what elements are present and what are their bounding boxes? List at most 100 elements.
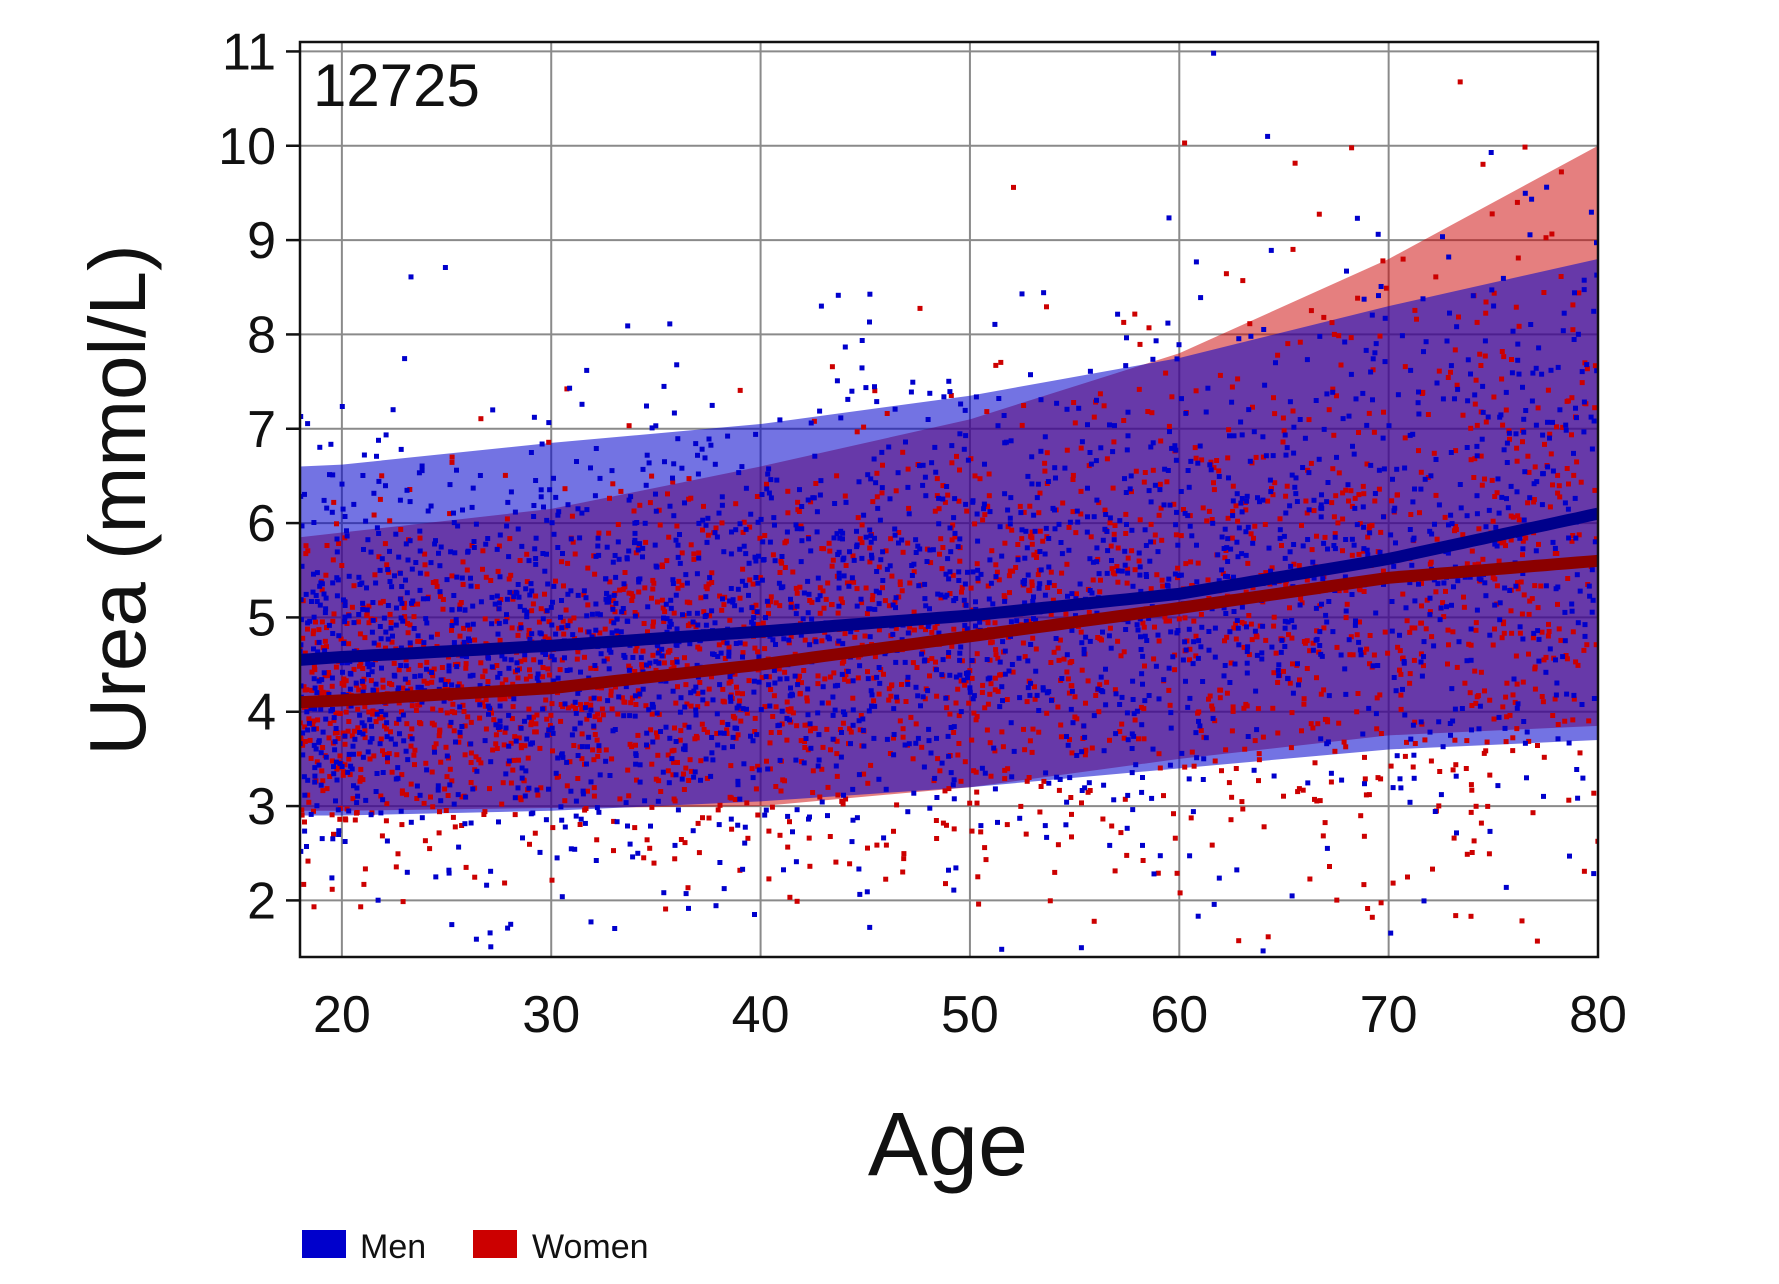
- women-data-point: [331, 831, 336, 837]
- women-data-point: [1429, 634, 1435, 640]
- men-data-point: [934, 795, 940, 800]
- women-data-point: [1472, 562, 1478, 568]
- women-data-point: [660, 605, 666, 611]
- women-data-point: [1151, 656, 1157, 662]
- women-data-point: [633, 550, 639, 556]
- women-data-point: [482, 668, 488, 674]
- men-data-point: [404, 487, 410, 493]
- men-data-point: [1255, 495, 1260, 501]
- women-data-point: [518, 797, 524, 803]
- women-data-point: [897, 579, 903, 585]
- women-data-point: [1228, 660, 1234, 666]
- men-data-point: [502, 656, 508, 662]
- women-data-point: [517, 558, 523, 563]
- women-data-point: [1034, 555, 1039, 560]
- women-data-point: [1563, 653, 1569, 658]
- women-data-point: [1569, 538, 1575, 544]
- women-data-point: [1483, 419, 1489, 425]
- women-data-point: [684, 599, 690, 605]
- men-data-point: [425, 596, 431, 602]
- women-data-point: [558, 718, 564, 724]
- men-data-point: [1436, 502, 1442, 508]
- men-data-point: [311, 571, 316, 577]
- men-data-point: [948, 770, 954, 776]
- women-data-point: [1290, 408, 1296, 414]
- men-data-point: [1368, 462, 1374, 468]
- women-data-point: [1007, 590, 1012, 596]
- men-data-point: [1193, 259, 1199, 265]
- women-data-point: [1230, 704, 1236, 710]
- women-data-point: [1253, 454, 1259, 460]
- men-data-point: [1165, 320, 1171, 326]
- women-data-point: [1151, 539, 1157, 545]
- men-data-point: [377, 624, 383, 629]
- men-data-point: [503, 619, 509, 625]
- men-data-point: [776, 722, 782, 728]
- women-data-point: [354, 810, 360, 815]
- women-data-point: [542, 634, 548, 640]
- men-data-point: [300, 642, 304, 648]
- women-data-point: [449, 454, 455, 460]
- women-data-point: [1364, 461, 1370, 467]
- men-data-point: [1399, 333, 1405, 339]
- women-data-point: [956, 498, 962, 504]
- women-data-point: [1083, 747, 1089, 753]
- men-data-point: [854, 542, 860, 548]
- women-data-point: [300, 733, 304, 739]
- women-data-point: [766, 602, 771, 608]
- men-data-point: [606, 666, 612, 672]
- men-data-point: [340, 669, 345, 675]
- men-data-point: [538, 631, 544, 637]
- men-data-point: [577, 720, 583, 726]
- women-data-point: [1078, 445, 1084, 451]
- women-data-point: [1340, 516, 1346, 522]
- women-data-point: [1183, 561, 1189, 567]
- women-data-point: [737, 595, 743, 601]
- women-data-point: [1332, 748, 1338, 754]
- men-data-point: [1234, 618, 1240, 623]
- men-data-point: [1269, 644, 1275, 650]
- men-data-point: [911, 561, 917, 567]
- women-data-point: [632, 669, 638, 674]
- women-data-point: [785, 510, 791, 516]
- women-data-point: [979, 690, 985, 695]
- women-data-point: [1112, 687, 1118, 693]
- women-data-point: [311, 808, 316, 814]
- men-data-point: [1113, 731, 1119, 737]
- men-data-point: [1553, 586, 1559, 592]
- men-data-point: [1107, 515, 1113, 521]
- women-data-point: [502, 696, 508, 702]
- men-data-point: [1186, 776, 1192, 782]
- men-data-point: [1289, 472, 1295, 478]
- men-data-point: [709, 608, 715, 614]
- men-data-point: [819, 799, 825, 805]
- women-data-point: [871, 698, 877, 704]
- men-data-point: [858, 596, 864, 602]
- men-data-point: [300, 648, 303, 654]
- men-data-point: [939, 672, 945, 678]
- women-data-point: [443, 744, 449, 750]
- men-data-point: [1228, 546, 1234, 552]
- men-data-point: [834, 378, 840, 384]
- men-data-point: [379, 665, 384, 671]
- men-data-point: [1140, 653, 1146, 659]
- men-data-point: [610, 559, 616, 565]
- men-data-point: [755, 580, 761, 586]
- men-data-point: [356, 612, 362, 617]
- men-data-point: [504, 523, 510, 529]
- women-data-point: [1161, 793, 1166, 799]
- men-data-point: [1574, 767, 1580, 772]
- x-axis-title: Age: [868, 1095, 1028, 1195]
- women-data-point: [335, 736, 341, 741]
- men-data-point: [333, 759, 339, 765]
- men-data-point: [428, 560, 434, 566]
- men-data-point: [351, 751, 356, 757]
- men-data-point: [1483, 524, 1489, 530]
- men-data-point: [305, 421, 311, 427]
- men-data-point: [497, 718, 503, 724]
- women-data-point: [1006, 573, 1012, 579]
- men-data-point: [405, 757, 411, 763]
- men-data-point: [1521, 517, 1527, 523]
- women-data-point: [493, 741, 499, 747]
